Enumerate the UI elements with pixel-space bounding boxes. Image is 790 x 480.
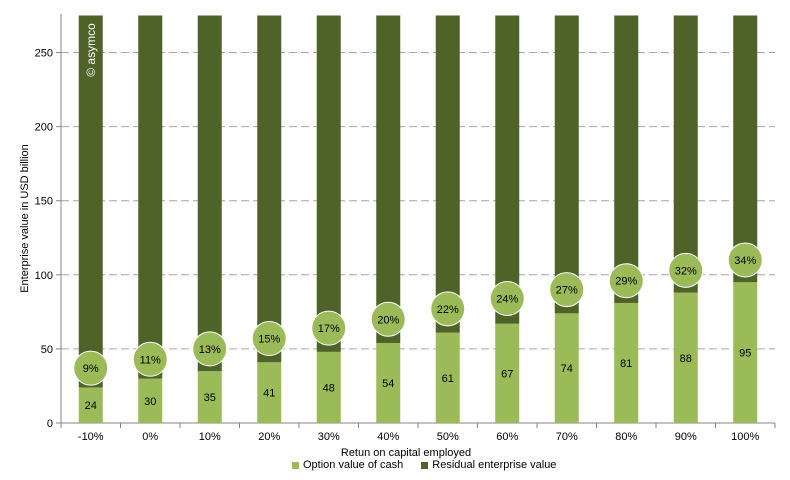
- bar-value-label: 41: [263, 388, 275, 400]
- bar-option-value: [554, 313, 579, 423]
- percent-label: 29%: [615, 276, 637, 288]
- y-tick-label: 250: [35, 48, 53, 60]
- legend-label-option-value: Option value of cash: [303, 459, 404, 471]
- bar-residual-value: [257, 15, 282, 363]
- bar-option-value: [316, 351, 341, 423]
- bar-residual-value: [78, 15, 103, 388]
- percent-marker: [668, 252, 704, 288]
- percent-label: 34%: [734, 255, 756, 267]
- bar-value-label: 54: [382, 378, 394, 390]
- y-tick-label: 100: [35, 270, 53, 282]
- bar-residual-value: [673, 15, 698, 293]
- percent-marker: [192, 331, 228, 367]
- x-tick-label: 20%: [258, 431, 280, 443]
- x-tick-label: 10%: [199, 431, 221, 443]
- bar-residual-value: [138, 15, 163, 379]
- bar-value-label: 74: [561, 363, 573, 375]
- percent-marker: [370, 301, 406, 337]
- bar-value-label: 35: [204, 392, 216, 404]
- y-axis-title: Enterprise value in USD billion: [19, 144, 31, 293]
- x-tick-label: 40%: [377, 431, 399, 443]
- bar-option-value: [435, 332, 460, 423]
- bar-residual-value: [733, 15, 758, 283]
- percent-label: 15%: [258, 334, 280, 346]
- x-tick-label: 90%: [675, 431, 697, 443]
- legend-swatch-option-value: [292, 461, 299, 469]
- percent-marker: [489, 281, 525, 317]
- bar-value-label: 48: [323, 382, 335, 394]
- legend-item-option-value: Option value of cash: [292, 459, 403, 471]
- y-tick-label: 0: [47, 418, 53, 430]
- x-tick-label: 100%: [731, 431, 759, 443]
- bar-residual-value: [435, 15, 460, 333]
- percent-marker: [608, 263, 644, 299]
- percent-label: 22%: [437, 304, 459, 316]
- bar-value-label: 24: [85, 400, 97, 412]
- legend-swatch-residual-value: [421, 461, 429, 469]
- watermark-text: © asymco: [84, 23, 98, 77]
- x-tick-label: 0%: [142, 431, 158, 443]
- bar-option-value: [257, 362, 282, 423]
- x-tick-label: 50%: [437, 431, 459, 443]
- x-tick-label: 30%: [318, 431, 340, 443]
- bar-option-value: [376, 342, 401, 423]
- percent-label: 20%: [377, 314, 399, 326]
- percent-marker: [251, 321, 287, 357]
- percent-marker: [311, 310, 347, 346]
- percent-label: 9%: [83, 363, 99, 375]
- y-tick-label: 150: [35, 196, 53, 208]
- x-tick-label: 70%: [556, 431, 578, 443]
- x-tick-label: 60%: [496, 431, 518, 443]
- bar-value-label: 67: [501, 368, 513, 380]
- bar-option-value: [733, 282, 758, 423]
- bar-residual-value: [197, 15, 222, 372]
- legend-item-residual-value: Residual enterprise value: [421, 459, 556, 471]
- bar-option-value: [138, 378, 163, 423]
- legend-label-residual-value: Residual enterprise value: [432, 459, 557, 471]
- bar-option-value: [495, 323, 520, 423]
- percent-marker: [132, 341, 168, 377]
- bar-value-label: 95: [739, 348, 751, 360]
- bar-option-value: [614, 302, 639, 423]
- percent-label: 24%: [496, 294, 518, 306]
- bar-value-label: 81: [620, 358, 632, 370]
- bar-residual-value: [376, 15, 401, 343]
- x-axis-title: Retun on capital employed: [341, 447, 471, 459]
- x-tick-label: 80%: [615, 431, 637, 443]
- bar-value-label: 30: [144, 396, 156, 408]
- percent-label: 27%: [556, 285, 578, 297]
- legend: Option value of cash Residual enterprise…: [292, 459, 556, 471]
- percent-marker: [727, 242, 763, 278]
- bar-value-label: 61: [442, 373, 454, 385]
- x-tick-label: -10%: [78, 431, 104, 443]
- bar-residual-value: [316, 15, 341, 352]
- bar-residual-value: [614, 15, 639, 303]
- bar-residual-value: [554, 15, 579, 314]
- percent-label: 11%: [140, 354, 161, 366]
- percent-label: 32%: [675, 265, 697, 277]
- bar-option-value: [78, 387, 103, 423]
- percent-marker: [73, 350, 109, 386]
- percent-label: 13%: [199, 344, 221, 356]
- percent-marker: [549, 272, 585, 308]
- bar-option-value: [673, 292, 698, 423]
- percent-marker: [430, 291, 466, 327]
- y-tick-label: 50: [41, 344, 53, 356]
- percent-label: 17%: [318, 323, 340, 335]
- bar-option-value: [197, 371, 222, 423]
- y-tick-label: 200: [35, 122, 53, 134]
- bar-residual-value: [495, 15, 520, 324]
- bar-value-label: 88: [680, 353, 692, 365]
